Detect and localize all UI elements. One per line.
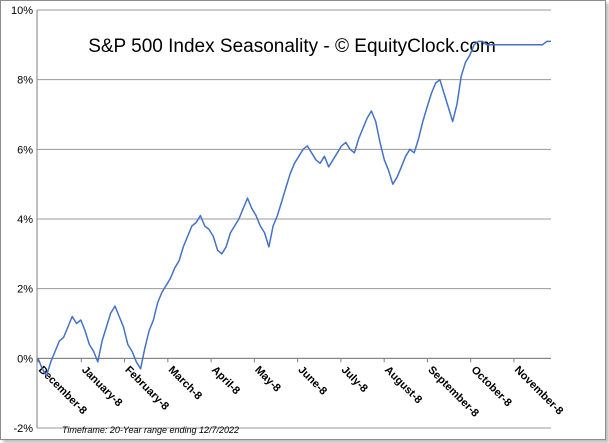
y-tick-label: 8% bbox=[17, 75, 33, 87]
x-tick-label: June-8 bbox=[296, 364, 330, 398]
y-tick-label: 6% bbox=[17, 144, 33, 156]
x-tick-label: January-8 bbox=[79, 364, 124, 409]
x-tick-label: March-8 bbox=[166, 364, 204, 402]
y-tick-label: 0% bbox=[17, 353, 33, 365]
y-tick-label: -2% bbox=[13, 423, 33, 435]
y-tick-label: 10% bbox=[11, 5, 33, 17]
y-tick-label: 4% bbox=[17, 214, 33, 226]
x-tick-label: July-8 bbox=[339, 364, 370, 395]
x-tick-label: February-8 bbox=[122, 364, 171, 413]
series-group bbox=[37, 40, 551, 377]
x-tick-label: August-8 bbox=[382, 364, 424, 406]
chart-title: S&P 500 Index Seasonality - © EquityCloc… bbox=[88, 36, 496, 57]
y-axis-ticks: -2% 0% 2% 4% 6% 8% 10% bbox=[11, 5, 33, 435]
plot-border bbox=[36, 10, 551, 428]
chart-footnote: Timeframe: 20-Year range ending 12/7/202… bbox=[62, 425, 239, 435]
x-tick-label: May-8 bbox=[252, 364, 283, 395]
x-tick-label: October-8 bbox=[469, 364, 514, 409]
x-tick-label: April-8 bbox=[209, 364, 242, 397]
x-tick-label: November-8 bbox=[512, 364, 565, 417]
series-line bbox=[37, 40, 551, 377]
grid-lines bbox=[37, 9, 551, 429]
y-tick-label: 2% bbox=[17, 284, 33, 296]
